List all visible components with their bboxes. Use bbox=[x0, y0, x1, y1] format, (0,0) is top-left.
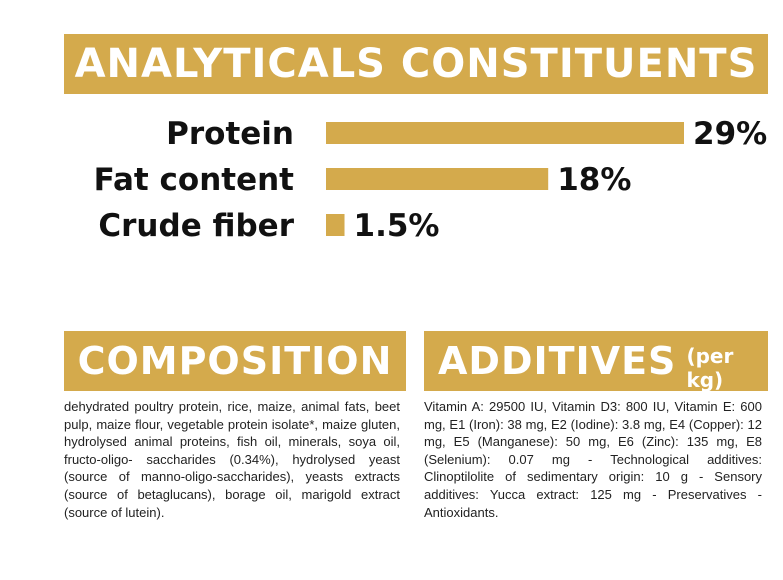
additives-title: ADDITIVES bbox=[438, 339, 677, 383]
analytics-banner: ANALYTICALS CONSTITUENTS bbox=[64, 34, 768, 94]
bar bbox=[326, 168, 549, 190]
category-label: Fat content bbox=[94, 162, 295, 198]
value-label: 18% bbox=[557, 162, 631, 198]
additives-banner: ADDITIVES (per kg) bbox=[424, 331, 768, 392]
category-label: Crude fiber bbox=[98, 208, 294, 244]
bar bbox=[326, 214, 345, 236]
composition-banner: COMPOSITION bbox=[64, 331, 406, 391]
composition-text: dehydrated poultry protein, rice, maize,… bbox=[64, 399, 400, 520]
additives-text: Vitamin A: 29500 IU, Vitamin D3: 800 IU,… bbox=[424, 399, 762, 520]
composition-title: COMPOSITION bbox=[77, 339, 393, 383]
category-label: Protein bbox=[166, 116, 294, 152]
analytics-title: ANALYTICALS CONSTITUENTS bbox=[74, 41, 758, 87]
additives-title-suffix: (per kg) bbox=[686, 344, 734, 392]
value-label: 1.5% bbox=[354, 208, 440, 244]
analytics-bar-chart: Protein 29% Fat content 18% Crude fiber 1.5% bbox=[94, 116, 768, 244]
value-label: 29% bbox=[693, 116, 767, 152]
bar bbox=[326, 122, 684, 144]
